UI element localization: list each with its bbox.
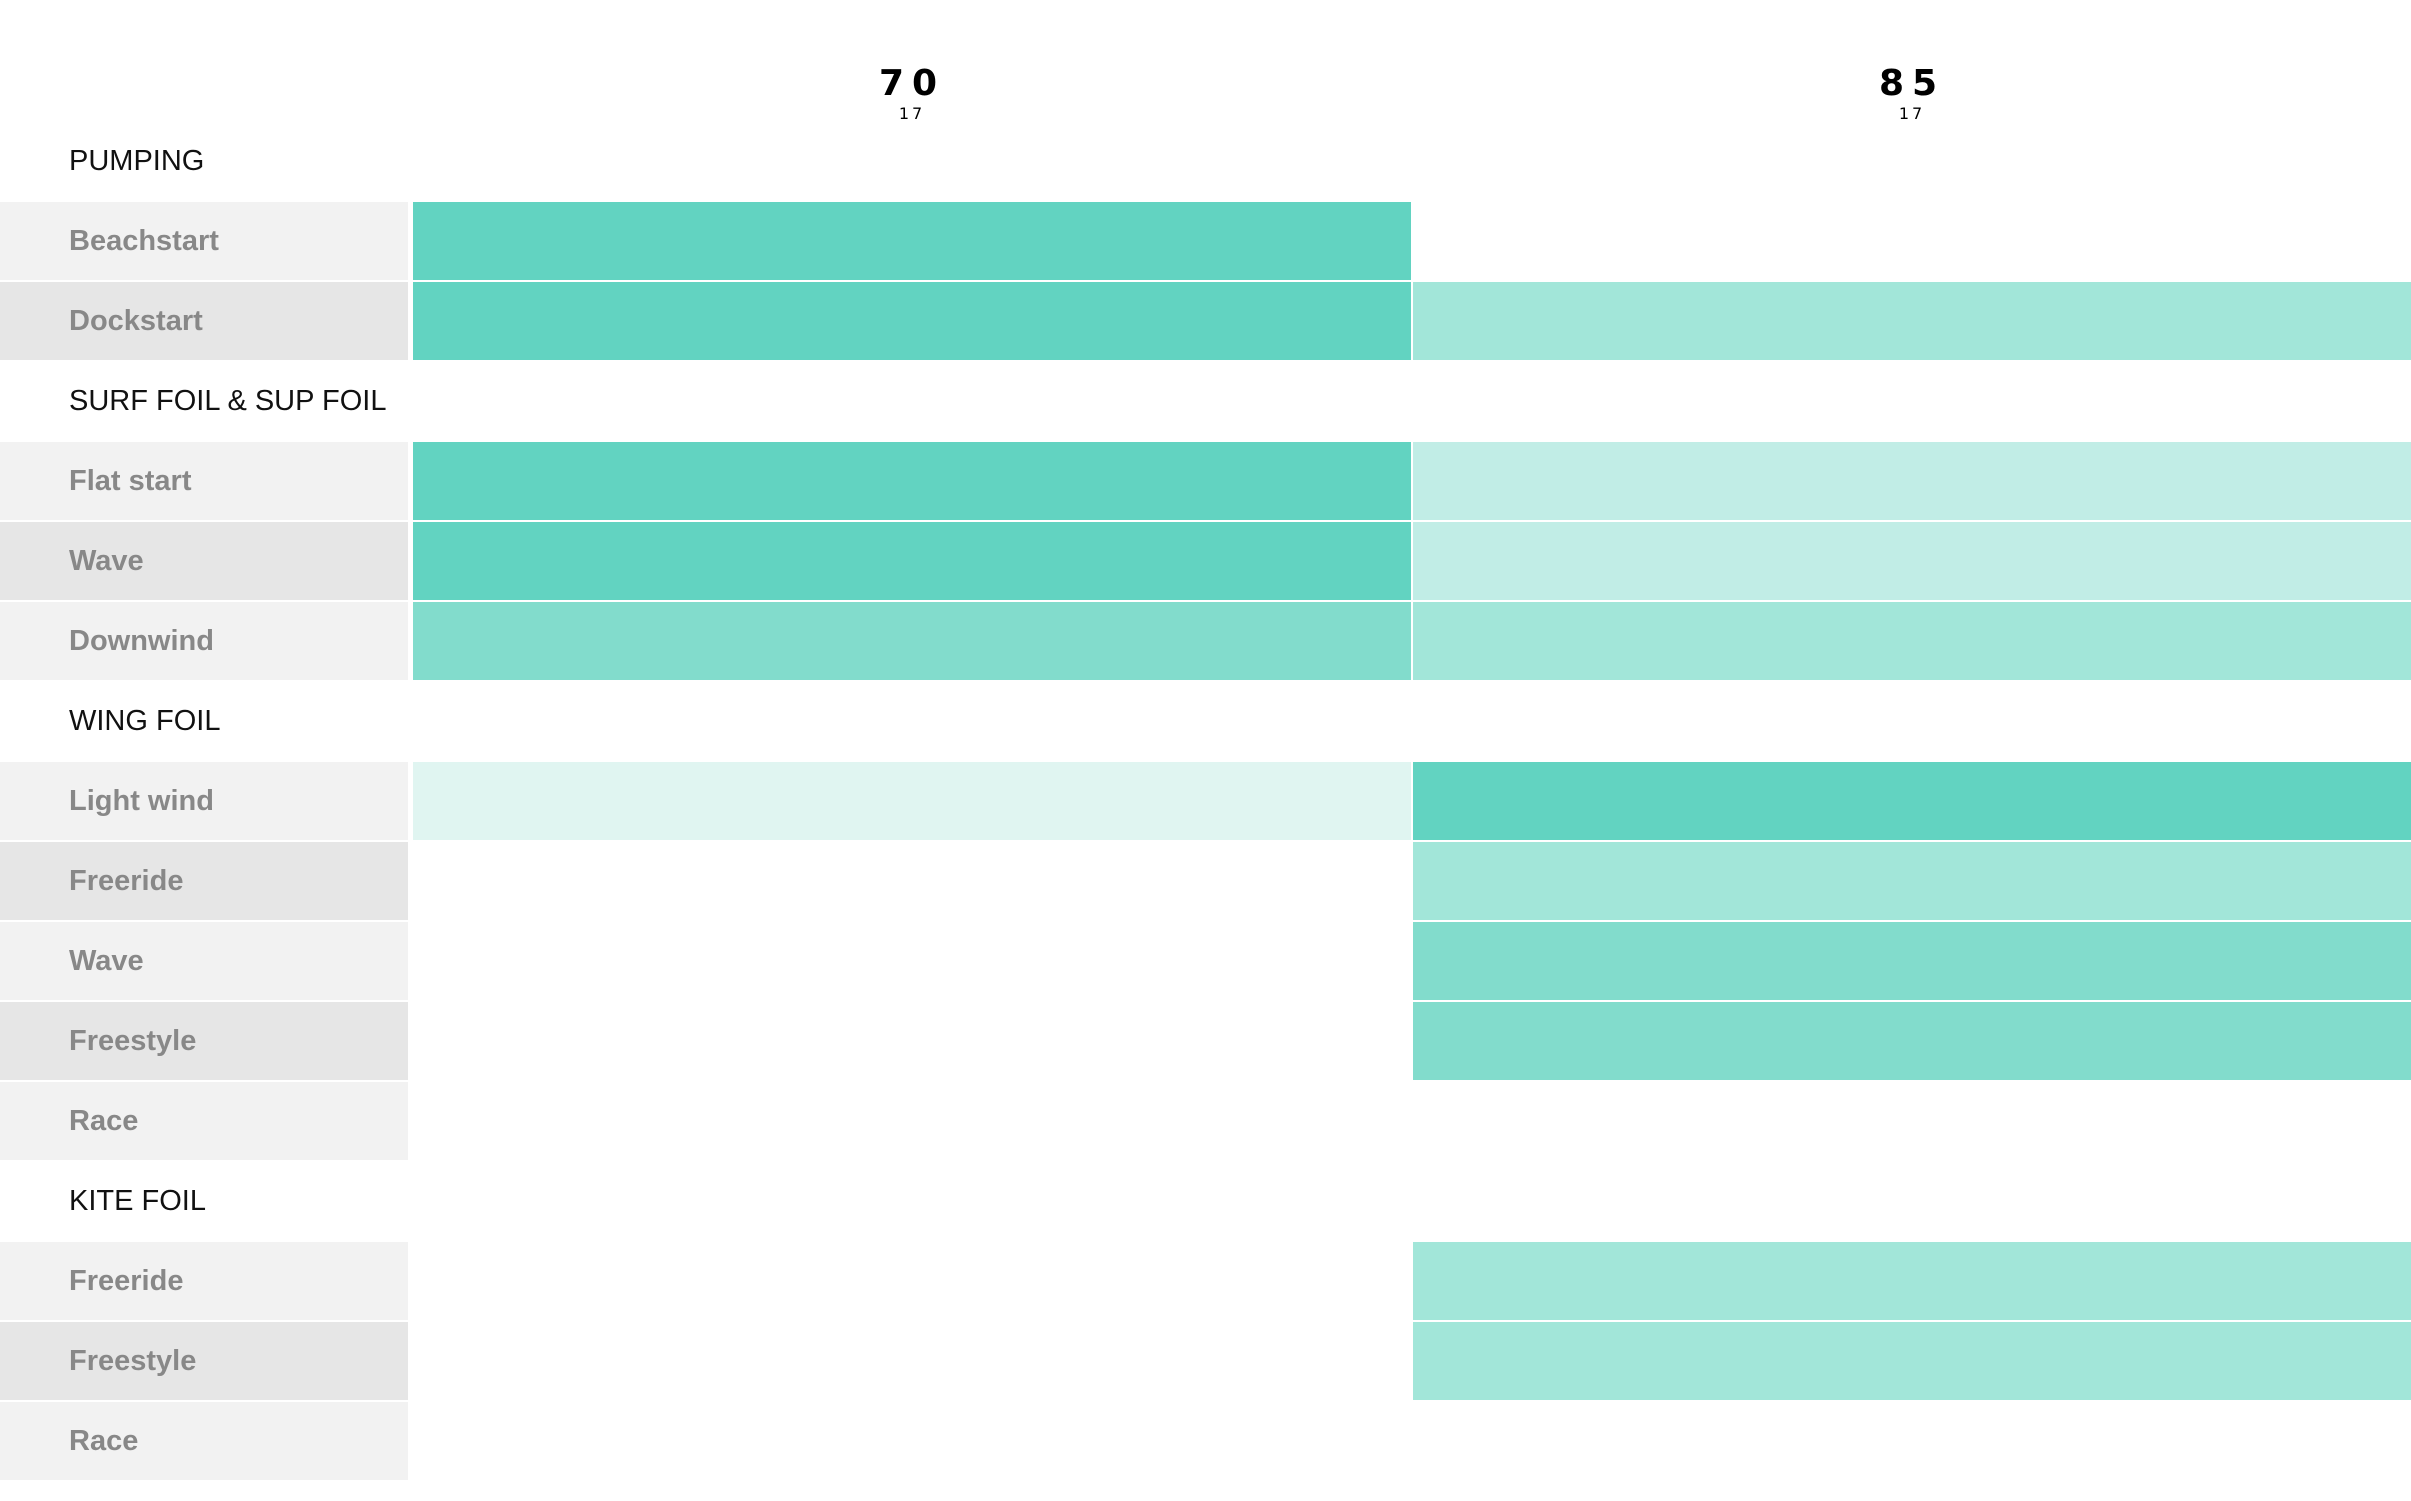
item-label: Freestyle — [0, 1002, 408, 1080]
item-row: Dockstart — [0, 282, 2411, 360]
item-row: Wave — [0, 522, 2411, 600]
item-label: Wave — [0, 522, 408, 600]
item-row: Freeride — [0, 842, 2411, 920]
section-row: PUMPING — [0, 122, 2411, 200]
section-label: PUMPING — [69, 145, 205, 177]
item-label: Light wind — [0, 762, 408, 840]
column-subnumber: 17 — [898, 104, 926, 123]
rating-cell — [1413, 1002, 2411, 1080]
item-row: Freestyle — [0, 1322, 2411, 1400]
rating-cell — [413, 762, 1411, 840]
section-row: KITE FOIL — [0, 1162, 2411, 1240]
rating-cell — [413, 1082, 1411, 1160]
rating-cell — [413, 842, 1411, 920]
item-label: Race — [0, 1082, 408, 1160]
rating-cell — [413, 522, 1411, 600]
rating-cell — [413, 1322, 1411, 1400]
section-label: WING FOIL — [69, 705, 221, 737]
rating-cell — [413, 442, 1411, 520]
item-row: Race — [0, 1082, 2411, 1160]
rating-cell — [1413, 202, 2411, 280]
rating-cell — [413, 922, 1411, 1000]
item-label: Freeride — [0, 1242, 408, 1320]
rating-cell — [413, 1002, 1411, 1080]
item-label: Dockstart — [0, 282, 408, 360]
section-row: SURF FOIL & SUP FOIL — [0, 362, 2411, 440]
item-row: Beachstart — [0, 202, 2411, 280]
column-number: 70 — [878, 63, 946, 104]
item-label: Flat start — [0, 442, 408, 520]
column-subnumber: 17 — [1898, 104, 1926, 123]
rating-cell — [413, 1242, 1411, 1320]
rating-cell — [1413, 442, 2411, 520]
item-row: Flat start — [0, 442, 2411, 520]
item-label: Wave — [0, 922, 408, 1000]
column-header-0: 70 17 — [413, 64, 1411, 122]
rating-cell — [1413, 1082, 2411, 1160]
item-label: Beachstart — [0, 202, 408, 280]
section-label: SURF FOIL & SUP FOIL — [69, 385, 387, 417]
rating-cell — [1413, 922, 2411, 1000]
rating-cell — [1413, 282, 2411, 360]
rating-cell — [1413, 762, 2411, 840]
rating-cell — [413, 602, 1411, 680]
column-header-1: 85 17 — [1413, 64, 2411, 122]
rating-cell — [413, 1402, 1411, 1480]
rating-cell — [413, 202, 1411, 280]
item-row: Race — [0, 1402, 2411, 1480]
rating-cell — [1413, 1402, 2411, 1480]
rating-cell — [1413, 842, 2411, 920]
item-row: Light wind — [0, 762, 2411, 840]
rating-cell — [1413, 602, 2411, 680]
rating-cell — [1413, 522, 2411, 600]
item-row: Freestyle — [0, 1002, 2411, 1080]
rating-cell — [1413, 1322, 2411, 1400]
item-row: Downwind — [0, 602, 2411, 680]
rating-cell — [1413, 1242, 2411, 1320]
item-row: Wave — [0, 922, 2411, 1000]
section-row: WING FOIL — [0, 682, 2411, 760]
item-label: Freestyle — [0, 1322, 408, 1400]
item-label: Race — [0, 1402, 408, 1480]
item-label: Downwind — [0, 602, 408, 680]
item-label: Freeride — [0, 842, 408, 920]
column-number: 85 — [1878, 63, 1946, 104]
section-label: KITE FOIL — [69, 1185, 206, 1217]
rating-cell — [413, 282, 1411, 360]
item-row: Freeride — [0, 1242, 2411, 1320]
